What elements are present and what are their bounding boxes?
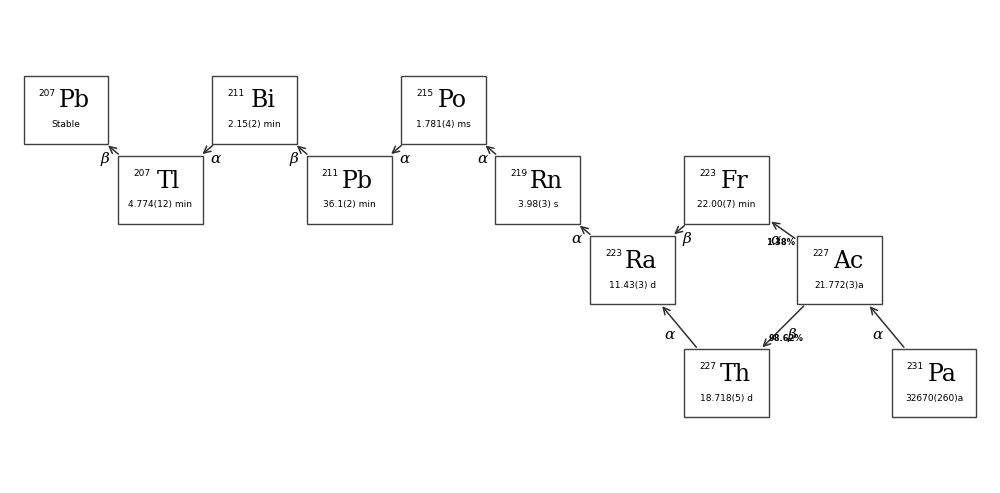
Text: 207: 207	[39, 89, 56, 98]
Text: 2.15(2) min: 2.15(2) min	[228, 120, 281, 129]
Text: 231: 231	[907, 362, 924, 372]
Text: 21.772(3)a: 21.772(3)a	[815, 281, 864, 289]
Text: Ra: Ra	[624, 250, 657, 273]
Text: Po: Po	[437, 89, 466, 112]
Text: Pb: Pb	[342, 170, 373, 193]
Text: 227: 227	[699, 362, 716, 372]
Text: 227: 227	[812, 249, 829, 258]
Text: 18.718(5) d: 18.718(5) d	[700, 394, 753, 403]
Text: 211: 211	[227, 89, 245, 98]
Text: Pa: Pa	[928, 363, 957, 386]
Text: Tl: Tl	[157, 170, 180, 193]
Bar	[401, 76, 486, 143]
Text: α: α	[399, 152, 409, 166]
Bar	[212, 76, 297, 143]
Text: Rn: Rn	[530, 170, 563, 193]
Text: Pb: Pb	[59, 89, 90, 112]
Bar	[684, 156, 769, 224]
Text: 11.43(3) d: 11.43(3) d	[609, 281, 656, 289]
Text: α: α	[477, 152, 488, 166]
Text: Ac: Ac	[833, 250, 863, 273]
Bar	[495, 156, 580, 224]
Text: Th: Th	[719, 363, 750, 386]
Text: β: β	[101, 152, 110, 166]
Bar	[684, 350, 769, 417]
Bar	[797, 236, 882, 304]
Text: 3.98(3) s: 3.98(3) s	[518, 200, 558, 210]
Text: α: α	[665, 327, 675, 342]
Text: 219: 219	[510, 169, 528, 178]
Text: α: α	[210, 152, 221, 166]
Text: β: β	[290, 152, 298, 166]
Text: 211: 211	[322, 169, 339, 178]
Text: 32670(260)a: 32670(260)a	[905, 394, 963, 403]
Text: 36.1(2) min: 36.1(2) min	[323, 200, 375, 210]
Text: Fr: Fr	[721, 170, 749, 193]
Text: 4.774(12) min: 4.774(12) min	[128, 200, 192, 210]
Bar	[118, 156, 203, 224]
Text: α: α	[572, 232, 582, 246]
Text: 1.38%: 1.38%	[766, 238, 795, 247]
Text: α: α	[872, 327, 882, 342]
Bar	[24, 76, 108, 143]
Text: 215: 215	[416, 89, 433, 98]
Text: 207: 207	[133, 169, 150, 178]
Text: β: β	[787, 328, 796, 342]
Text: Stable: Stable	[52, 120, 80, 129]
Bar	[307, 156, 392, 224]
Text: 22.00(7) min: 22.00(7) min	[697, 200, 756, 210]
Text: 98.62%: 98.62%	[768, 334, 803, 343]
Text: 223: 223	[699, 169, 716, 178]
Text: 223: 223	[605, 249, 622, 258]
Text: 1.781(4) ms: 1.781(4) ms	[416, 120, 471, 129]
Bar	[590, 236, 675, 304]
Bar	[892, 350, 976, 417]
Text: Bi: Bi	[251, 89, 276, 112]
Text: α: α	[771, 233, 781, 247]
Text: β: β	[683, 232, 692, 246]
